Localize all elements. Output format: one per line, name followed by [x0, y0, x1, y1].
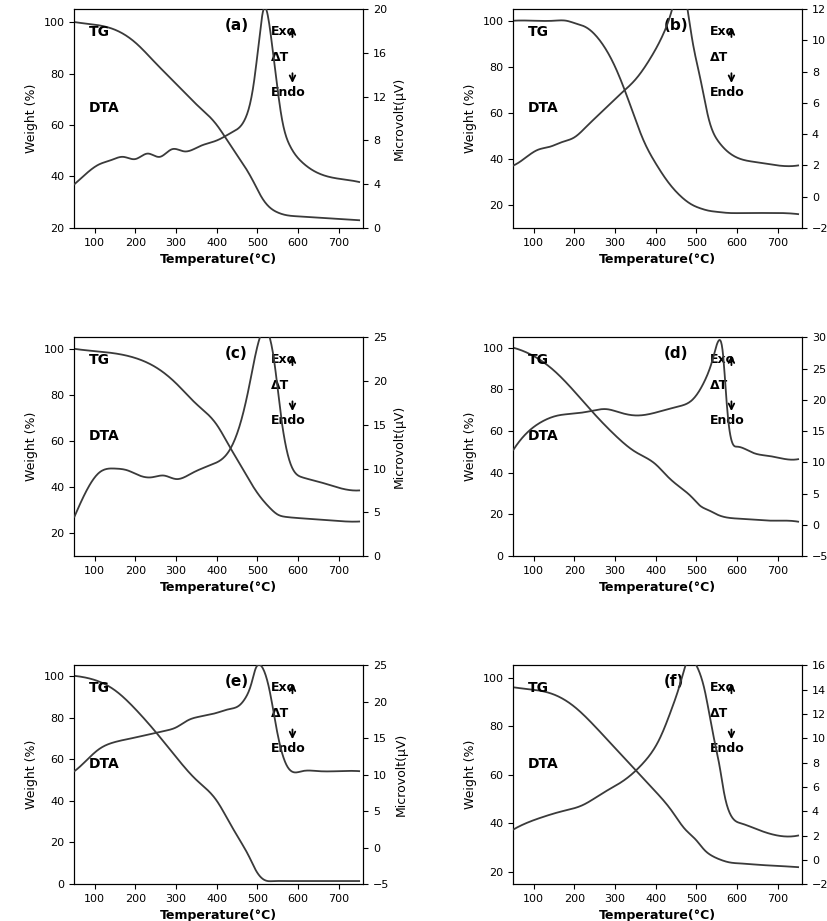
Text: DTA: DTA	[88, 757, 120, 771]
Text: (e): (e)	[225, 674, 249, 689]
Y-axis label: Weight (%): Weight (%)	[464, 740, 477, 810]
X-axis label: Temperature(°C): Temperature(°C)	[160, 909, 277, 921]
Text: Exo: Exo	[270, 681, 296, 694]
Text: (b): (b)	[663, 18, 688, 33]
Text: DTA: DTA	[88, 101, 120, 115]
Text: Endo: Endo	[270, 742, 305, 755]
Text: (f): (f)	[663, 674, 684, 689]
Text: TG: TG	[88, 25, 110, 39]
Text: TG: TG	[88, 353, 110, 367]
Text: TG: TG	[528, 25, 549, 39]
Text: (a): (a)	[225, 18, 249, 33]
Text: ΔT: ΔT	[710, 379, 728, 392]
Text: TG: TG	[528, 681, 549, 694]
Text: Endo: Endo	[270, 86, 305, 99]
Text: Exo: Exo	[710, 25, 735, 38]
Text: Endo: Endo	[710, 742, 744, 755]
Y-axis label: Microvolt(μV): Microvolt(μV)	[393, 405, 405, 488]
Text: (d): (d)	[663, 346, 688, 361]
Text: ΔT: ΔT	[270, 379, 289, 392]
Y-axis label: Weight (%): Weight (%)	[464, 412, 477, 482]
Text: ΔT: ΔT	[710, 51, 728, 64]
Text: DTA: DTA	[528, 101, 558, 115]
Text: Endo: Endo	[270, 414, 305, 427]
Text: (c): (c)	[225, 346, 247, 361]
X-axis label: Temperature(°C): Temperature(°C)	[160, 581, 277, 594]
Text: DTA: DTA	[528, 429, 558, 443]
X-axis label: Temperature(°C): Temperature(°C)	[600, 581, 716, 594]
X-axis label: Temperature(°C): Temperature(°C)	[160, 253, 277, 266]
Text: Endo: Endo	[710, 86, 744, 99]
Text: TG: TG	[528, 353, 549, 367]
Y-axis label: Microvolt(μV): Microvolt(μV)	[393, 77, 405, 160]
Text: ΔT: ΔT	[270, 707, 289, 720]
Text: DTA: DTA	[88, 429, 120, 443]
Y-axis label: Weight (%): Weight (%)	[464, 84, 477, 153]
Text: Exo: Exo	[270, 353, 296, 366]
X-axis label: Temperature(°C): Temperature(°C)	[600, 909, 716, 921]
Text: DTA: DTA	[528, 757, 558, 771]
Y-axis label: Weight (%): Weight (%)	[25, 412, 38, 482]
Text: ΔT: ΔT	[270, 51, 289, 64]
Y-axis label: Weight (%): Weight (%)	[25, 84, 38, 153]
Text: ΔT: ΔT	[710, 707, 728, 720]
X-axis label: Temperature(°C): Temperature(°C)	[600, 253, 716, 266]
Y-axis label: Microvolt(μV): Microvolt(μV)	[394, 733, 408, 816]
Text: Exo: Exo	[710, 353, 735, 366]
Text: Exo: Exo	[270, 25, 296, 38]
Y-axis label: Weight (%): Weight (%)	[25, 740, 38, 810]
Text: Exo: Exo	[710, 681, 735, 694]
Text: TG: TG	[88, 681, 110, 694]
Text: Endo: Endo	[710, 414, 744, 427]
